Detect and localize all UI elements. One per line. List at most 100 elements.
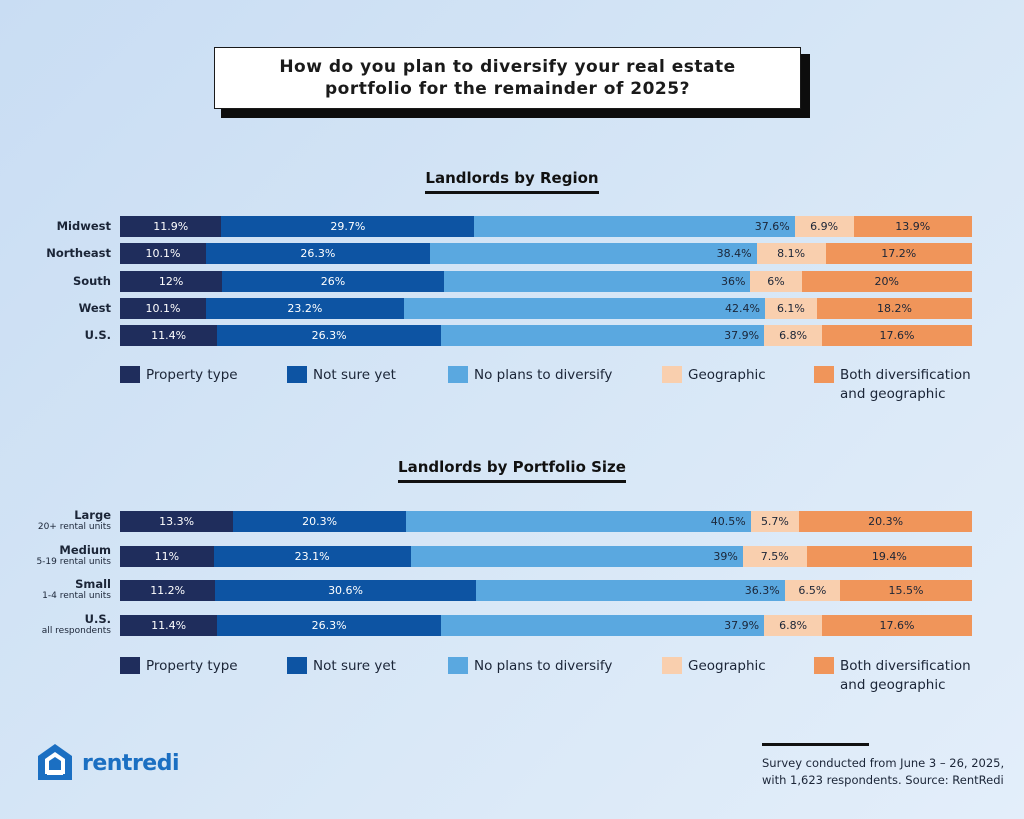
bar-segment-both: 13.9% (853, 216, 972, 237)
bar-segment-no-plans: 37.6% (474, 216, 795, 237)
bar-segment-geographic: 7.5% (742, 545, 807, 567)
legend-item-geographic: Geographic (662, 366, 766, 385)
row-label: U.S. all respondents (0, 611, 111, 637)
bar-segment-geographic: 6.8% (764, 325, 823, 347)
bar-segment-not-sure-yet: 23.1% (213, 545, 411, 567)
row-label: Medium 5-19 rental units (0, 543, 111, 568)
bar-segment-not-sure-yet: 29.7% (221, 216, 475, 237)
legend-swatch-property-type (120, 657, 140, 674)
legend-swatch-not-sure (287, 366, 307, 383)
bar-row: 11.9% 29.7% 37.6% 6.9% 13.9% (120, 216, 972, 237)
bar-segment-not-sure-yet: 26.3% (217, 614, 442, 636)
legend-label-property-type: Property type (146, 658, 238, 674)
bar-segment-no-plans: 36% (443, 270, 751, 292)
row-label: Large 20+ rental units (0, 509, 111, 533)
footer-source-line1: Survey conducted from June 3 – 26, 2025, (762, 756, 1005, 770)
house-shield-icon (38, 744, 72, 780)
legend-label-no-plans: No plans to diversify (474, 658, 613, 674)
legend-item-property-type: Property type (120, 366, 238, 385)
row-label: Small 1-4 rental units (0, 578, 111, 602)
row-label-text: Large (74, 508, 111, 522)
bar-segment-both: 17.6% (822, 614, 972, 636)
legend-item-not-sure: Not sure yet (287, 657, 396, 676)
bar-segment-both: 17.6% (822, 325, 972, 347)
legend-item-both: Both diversification and geographic (814, 366, 971, 404)
legend-label-no-plans: No plans to diversify (474, 367, 613, 383)
bar-segment-geographic: 6.9% (794, 216, 854, 237)
legend-item-not-sure: Not sure yet (287, 366, 396, 385)
row-label-text: Small (75, 577, 111, 591)
row-label-text: West (78, 300, 111, 315)
chart-region-title-text: Landlords by Region (425, 169, 599, 194)
legend-label-geographic: Geographic (688, 367, 766, 383)
legend-swatch-property-type (120, 366, 140, 383)
legend-item-geographic: Geographic (662, 657, 766, 676)
bar-segment-not-sure-yet: 26.3% (205, 243, 430, 265)
bar-row: 10.1% 26.3% 38.4% 8.1% 17.2% (120, 243, 972, 265)
bar-segment-geographic: 6% (750, 270, 802, 292)
bar-row: 10.1% 23.2% 42.4% 6.1% 18.2% (120, 297, 972, 319)
legend-swatch-no-plans (448, 657, 468, 674)
bar-segment-no-plans: 37.9% (441, 614, 765, 636)
legend-label-geographic: Geographic (688, 658, 766, 674)
legend-swatch-both (814, 657, 834, 674)
chart-region-title: Landlords by Region (0, 169, 1024, 194)
footer-source-line2: with 1,623 respondents. Source: RentRedi (762, 773, 1004, 787)
bar-segment-not-sure-yet: 20.3% (233, 511, 406, 532)
legend-size: Property type Not sure yet No plans to d… (120, 657, 1000, 697)
bar-row: 11.4% 26.3% 37.9% 6.8% 17.6% (120, 325, 972, 347)
bar-row: 13.3% 20.3% 40.5% 5.7% 20.3% (120, 511, 972, 532)
legend-region: Property type Not sure yet No plans to d… (120, 366, 1000, 406)
legend-item-no-plans: No plans to diversify (448, 366, 612, 385)
row-label-text: South (72, 273, 111, 288)
legend-label-both-line2: and geographic (840, 677, 946, 693)
bar-segment-no-plans: 40.5% (405, 511, 751, 532)
row-label-text: Midwest (56, 219, 111, 233)
bar-segment-property-type: 11% (120, 545, 214, 567)
legend-label-both: Both diversification and geographic (840, 657, 971, 695)
bar-segment-no-plans: 37.9% (441, 325, 765, 347)
bar-segment-property-type: 10.1% (120, 243, 206, 265)
bar-segment-not-sure-yet: 23.2% (206, 297, 404, 319)
bar-segment-geographic: 6.5% (784, 580, 841, 601)
bar-segment-both: 19.4% (806, 545, 972, 567)
bar-segment-both: 18.2% (816, 297, 972, 319)
bar-segment-property-type: 13.3% (120, 511, 234, 532)
logo-text: rentredi (82, 750, 180, 776)
legend-label-property-type: Property type (146, 367, 238, 383)
footer-source: Survey conducted from June 3 – 26, 2025,… (762, 755, 1004, 789)
bar-segment-property-type: 11.4% (120, 325, 218, 347)
bar-segment-no-plans: 38.4% (429, 243, 757, 265)
legend-label-not-sure: Not sure yet (313, 367, 396, 383)
row-label: West (0, 300, 111, 315)
bar-segment-no-plans: 36.3% (475, 580, 785, 601)
rentredi-logo: rentredi (34, 742, 180, 784)
bar-segment-property-type: 11.2% (120, 580, 216, 601)
bar-segment-geographic: 5.7% (750, 511, 800, 532)
row-sublabel: 5-19 rental units (36, 556, 111, 567)
bar-segment-no-plans: 42.4% (403, 297, 765, 319)
row-label-text: U.S. (84, 611, 111, 626)
chart-size-title-text: Landlords by Portfolio Size (398, 458, 626, 483)
legend-swatch-geographic (662, 366, 682, 383)
legend-item-no-plans: No plans to diversify (448, 657, 612, 676)
legend-item-both: Both diversification and geographic (814, 657, 971, 695)
row-label: Midwest (0, 220, 111, 233)
bar-segment-not-sure-yet: 26.3% (217, 325, 442, 347)
legend-label-both-line1: Both diversification (840, 658, 971, 674)
bar-row: 11.2% 30.6% 36.3% 6.5% 15.5% (120, 580, 972, 601)
legend-item-property-type: Property type (120, 657, 238, 676)
bar-segment-not-sure-yet: 30.6% (215, 580, 476, 601)
chart-size-title: Landlords by Portfolio Size (0, 458, 1024, 483)
bar-segment-geographic: 8.1% (756, 243, 826, 265)
page-title: How do you plan to diversify your real e… (214, 47, 801, 109)
row-sublabel: 20+ rental units (37, 522, 111, 532)
legend-label-not-sure: Not sure yet (313, 658, 396, 674)
bar-segment-geographic: 6.1% (764, 297, 817, 319)
legend-swatch-both (814, 366, 834, 383)
bar-segment-property-type: 10.1% (120, 297, 207, 319)
legend-label-both: Both diversification and geographic (840, 366, 971, 404)
bar-segment-both: 20% (801, 270, 972, 292)
row-label: Northeast (0, 247, 111, 260)
bar-segment-both: 17.2% (825, 243, 972, 265)
